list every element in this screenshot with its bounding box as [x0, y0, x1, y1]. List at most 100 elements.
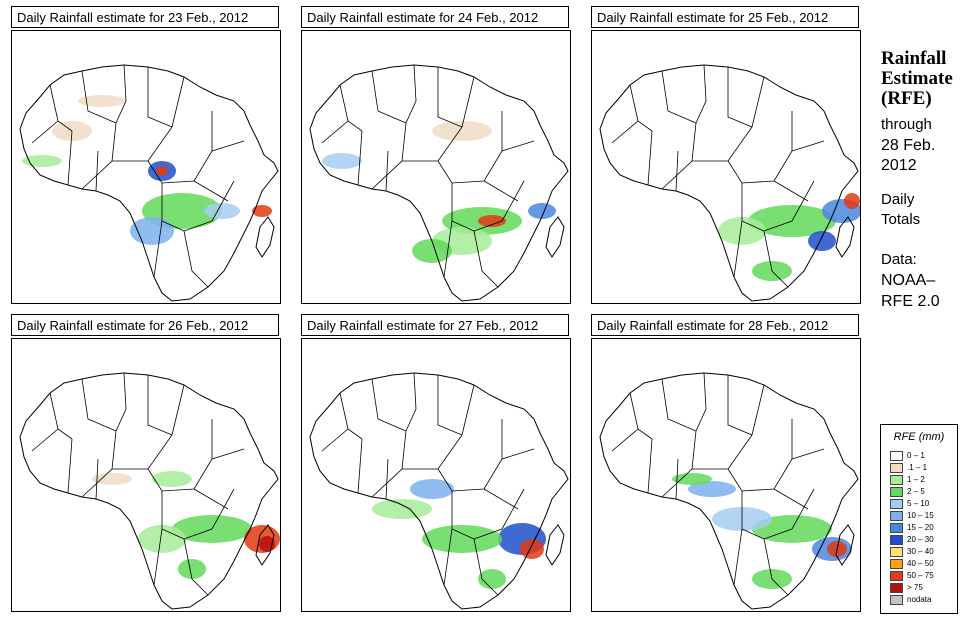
rainfall-area: [204, 203, 240, 219]
country-border: [405, 64, 417, 124]
legend-item: nodata: [890, 595, 956, 606]
rainfall-area: [156, 166, 168, 176]
country-border: [171, 384, 185, 436]
rainfall-map: [11, 338, 281, 612]
legend-label: 0 – 1: [907, 451, 925, 460]
country-border: [473, 230, 499, 288]
africa-landmass: [20, 65, 278, 301]
legend-label: nodata: [907, 595, 932, 604]
map-panel-28-feb: Daily Rainfall estimate for 28 Feb., 201…: [591, 314, 861, 612]
country-border: [183, 538, 209, 596]
country-border: [791, 140, 825, 152]
legend-swatch: [890, 511, 903, 521]
country-border: [31, 120, 59, 144]
rainfall-area: [412, 239, 452, 263]
country-border: [193, 180, 229, 202]
map-panel-26-feb: Daily Rainfall estimate for 26 Feb., 201…: [11, 314, 281, 612]
country-border: [437, 67, 463, 128]
rainfall-area: [78, 95, 126, 107]
legend-item: .1 – 1: [890, 463, 956, 474]
country-border: [147, 375, 173, 436]
country-border: [405, 372, 417, 432]
rainfall-map: [11, 30, 281, 304]
madagascar-outline: [545, 216, 565, 258]
country-border: [763, 488, 815, 540]
legend-swatch: [890, 559, 903, 569]
side-totals: Totals: [881, 211, 921, 228]
madagascar-outline: [255, 216, 275, 258]
country-border: [661, 378, 697, 432]
country-border: [751, 76, 765, 128]
legend-item: 30 – 40: [890, 547, 956, 558]
country-border: [733, 220, 743, 278]
madagascar-outline: [545, 524, 565, 566]
country-border: [183, 180, 235, 232]
country-border: [611, 120, 639, 144]
rainfall-area: [152, 471, 192, 487]
country-border: [763, 180, 815, 232]
country-border: [473, 488, 525, 540]
country-border: [483, 488, 519, 510]
side-date-line1: 28 Feb.: [881, 137, 936, 154]
map-panel-27-feb: Daily Rainfall estimate for 27 Feb., 201…: [301, 314, 571, 612]
panel-title: Daily Rainfall estimate for 23 Feb., 201…: [11, 6, 279, 28]
rainfall-area: [372, 499, 432, 519]
country-border: [675, 150, 679, 192]
legend-swatch: [890, 475, 903, 485]
country-border: [461, 76, 475, 128]
country-border: [321, 120, 349, 144]
side-title: Rainfall Estimate (RFE): [881, 49, 953, 109]
legend-item: 5 – 10: [890, 499, 956, 510]
rainfall-map: [591, 30, 861, 304]
rainfall-area: [259, 536, 275, 552]
legend-item: 1 – 2: [890, 475, 956, 486]
legend-label: > 75: [907, 583, 923, 592]
legend-swatch: [890, 583, 903, 593]
country-border: [357, 130, 363, 186]
country-border: [443, 220, 453, 278]
rainfall-area: [672, 473, 712, 485]
madagascar-outline: [835, 524, 855, 566]
country-border: [727, 375, 753, 436]
side-title-line2: Estimate: [881, 68, 953, 89]
country-border: [751, 384, 765, 436]
rainfall-area: [478, 215, 506, 227]
country-border: [763, 230, 789, 288]
rainfall-area: [808, 231, 836, 251]
legend-item: 40 – 50: [890, 559, 956, 570]
country-border: [321, 428, 349, 452]
country-border: [763, 538, 789, 596]
legend-swatch: [890, 571, 903, 581]
country-border: [443, 528, 453, 586]
country-border: [773, 488, 809, 510]
rainfall-area: [410, 479, 454, 499]
rainfall-area: [528, 203, 556, 219]
rainfall-area: [478, 569, 506, 589]
side-daily: Daily: [881, 191, 915, 208]
coastline: [599, 372, 859, 610]
country-border: [661, 70, 697, 124]
map-panel-23-feb: Daily Rainfall estimate for 23 Feb., 201…: [11, 6, 281, 304]
rainfall-area: [432, 121, 492, 141]
panel-title: Daily Rainfall estimate for 27 Feb., 201…: [301, 314, 569, 336]
legend-label: 50 – 75: [907, 571, 934, 580]
rainfall-map: [301, 338, 571, 612]
legend-label: 30 – 40: [907, 547, 934, 556]
country-border: [147, 67, 173, 128]
country-border: [385, 458, 389, 500]
rainfall-area: [178, 559, 206, 579]
country-border: [371, 378, 407, 432]
panel-title: Daily Rainfall estimate for 25 Feb., 201…: [591, 6, 859, 28]
country-border: [733, 528, 743, 586]
country-border: [473, 538, 499, 596]
legend-label: 40 – 50: [907, 559, 934, 568]
legend-label: .1 – 1: [907, 463, 928, 472]
legend-swatch: [890, 499, 903, 509]
country-border: [153, 220, 163, 278]
country-border: [153, 528, 163, 586]
coastline: [309, 64, 569, 302]
country-border: [695, 64, 707, 124]
country-border: [501, 140, 535, 152]
country-border: [473, 180, 525, 232]
side-title-line1: Rainfall: [881, 48, 947, 69]
